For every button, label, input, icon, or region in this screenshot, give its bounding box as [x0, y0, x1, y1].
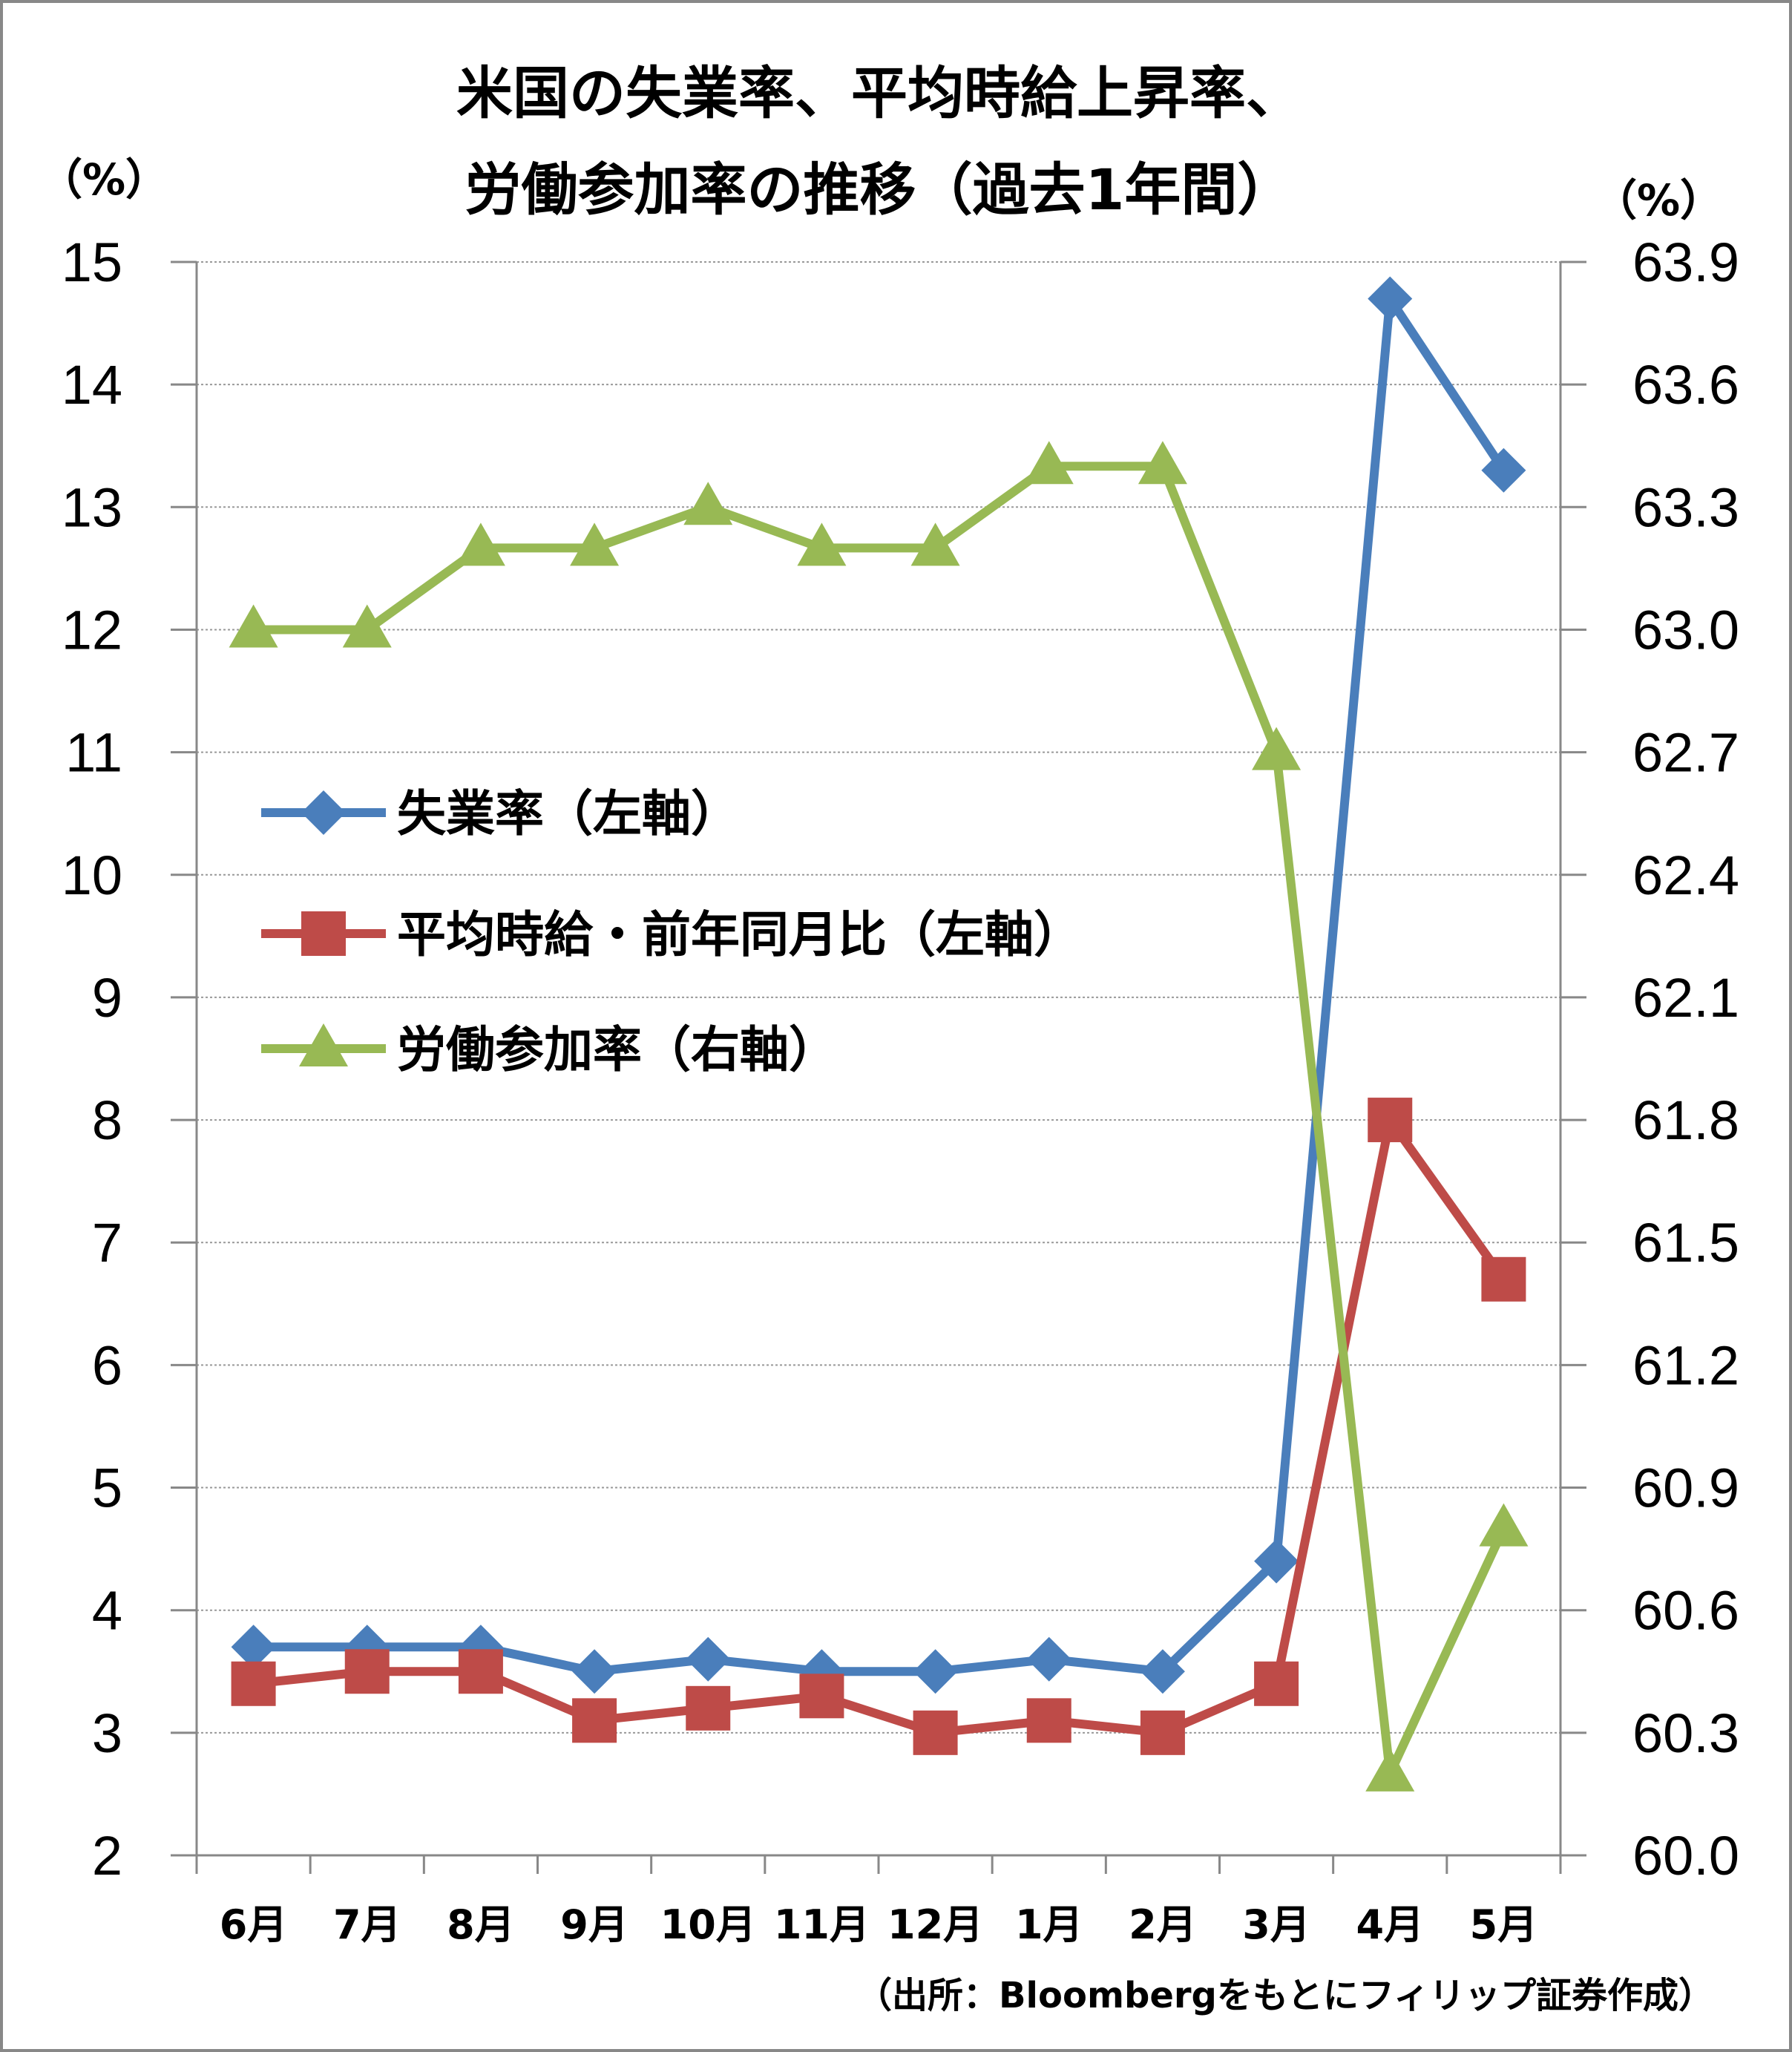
right-axis-tick-label: 62.4 — [1632, 845, 1739, 906]
legend-label-3: 労働参加率（右軸） — [397, 1021, 838, 1078]
x-axis-tick-label: 9月 — [560, 1901, 628, 1948]
right-axis-tick-label: 60.0 — [1632, 1825, 1739, 1887]
right-axis-tick-label: 62.7 — [1632, 722, 1739, 784]
series-3-point — [797, 522, 847, 566]
left-axis-tick-label: 14 — [62, 354, 122, 416]
series-2-point — [458, 1649, 503, 1694]
right-axis-tick-label: 61.2 — [1632, 1334, 1739, 1396]
series-layer — [229, 276, 1529, 1792]
series-2-point — [1481, 1256, 1526, 1302]
right-axis-tick-label: 60.6 — [1632, 1580, 1739, 1642]
x-axis-tick-label: 2月 — [1129, 1901, 1197, 1948]
series-3-point — [910, 522, 960, 566]
series-2-point — [344, 1649, 390, 1694]
series-1-point — [1026, 1636, 1071, 1682]
series-2-point — [1254, 1661, 1299, 1706]
series-2-point — [572, 1698, 617, 1743]
right-axis-unit: （%） — [1594, 175, 1723, 226]
series-1-point — [1254, 1538, 1299, 1584]
x-axis-tick-label: 8月 — [447, 1901, 515, 1948]
x-axis-ticks: 6月 7月 8月 9月 10月 11月 12月 1月 2月 3月 4月 5月 — [220, 1901, 1537, 1948]
series-2-point — [686, 1685, 731, 1731]
left-axis-tick-label: 3 — [92, 1702, 122, 1764]
left-axis-tick-label: 12 — [62, 599, 122, 660]
legend: 失業率（左軸） 平均時給・前年同月比（左軸） 労働参加率（右軸） — [261, 785, 1083, 1078]
series-1-point — [1481, 448, 1526, 493]
x-axis-tick-label: 7月 — [333, 1901, 401, 1948]
legend-marker-3 — [299, 1023, 348, 1066]
chart-title-line-2: 労働参加率の推移（過去1年間） — [465, 157, 1294, 223]
left-axis-tick-label: 15 — [62, 232, 122, 293]
series-1-point — [231, 1625, 276, 1670]
left-axis-tick-label: 2 — [92, 1825, 122, 1887]
left-axis-tick-label: 6 — [92, 1334, 122, 1396]
right-axis-tick-label: 61.5 — [1632, 1212, 1739, 1274]
series-3-point — [683, 482, 733, 525]
legend-marker-1 — [301, 790, 346, 835]
x-axis-tick-label: 10月 — [660, 1901, 756, 1948]
series-3-point — [229, 604, 278, 648]
left-axis-tick-label: 8 — [92, 1089, 122, 1151]
series-1-point — [572, 1649, 617, 1694]
right-axis-tick-label: 62.1 — [1632, 967, 1739, 1029]
right-axis-tick-label: 61.8 — [1632, 1089, 1739, 1151]
series-2-point — [231, 1661, 276, 1706]
left-axis-tick-label: 4 — [92, 1580, 122, 1642]
axes — [171, 260, 1586, 1874]
series-3-point — [1138, 441, 1187, 485]
series-3-point — [342, 604, 392, 648]
x-axis-tick-label: 4月 — [1356, 1901, 1424, 1948]
left-axis-tick-label: 11 — [65, 722, 122, 784]
left-axis-tick-label: 7 — [92, 1212, 122, 1274]
x-axis-tick-label: 6月 — [220, 1901, 288, 1948]
right-axis-ticks: 60.0 60.3 60.6 60.9 61.2 61.5 61.8 62.1 62.4 62.7… — [1632, 232, 1739, 1887]
legend-marker-2 — [301, 911, 346, 956]
series-3-point — [570, 522, 620, 566]
right-axis-tick-label: 63.0 — [1632, 599, 1739, 660]
left-axis-tick-label: 5 — [92, 1458, 122, 1519]
series-3-point — [1479, 1503, 1529, 1547]
x-axis-tick-label: 11月 — [774, 1901, 870, 1948]
right-axis-tick-label: 63.3 — [1632, 476, 1739, 538]
series-1-point — [686, 1636, 731, 1682]
legend-label-1: 失業率（左軸） — [397, 785, 740, 842]
series-2-point — [1140, 1710, 1185, 1755]
legend-label-2: 平均時給・前年同月比（左軸） — [397, 906, 1083, 963]
series-2-point — [913, 1710, 958, 1755]
right-axis-tick-label: 63.9 — [1632, 232, 1739, 293]
right-axis-tick-label: 63.6 — [1632, 354, 1739, 416]
series-1-point — [1140, 1649, 1185, 1694]
series-2-point — [1368, 1098, 1413, 1143]
x-axis-tick-label: 1月 — [1015, 1901, 1083, 1948]
right-axis-tick-label: 60.3 — [1632, 1702, 1739, 1764]
left-axis-tick-label: 10 — [62, 845, 122, 906]
series-2-point — [1026, 1698, 1071, 1743]
right-axis-tick-label: 60.9 — [1632, 1458, 1739, 1519]
series-1-point — [913, 1649, 958, 1694]
series-2-point — [799, 1674, 844, 1719]
source-note: （出所：Bloombergをもとにフィリップ証券作成） — [856, 1975, 1714, 2016]
x-axis-tick-label: 3月 — [1242, 1901, 1310, 1948]
left-axis-tick-label: 9 — [92, 967, 122, 1029]
series-3-point — [456, 522, 505, 566]
series-3-point — [1365, 1748, 1415, 1792]
gridlines — [197, 261, 1560, 1734]
left-axis-unit: （%） — [39, 154, 168, 205]
x-axis-tick-label: 5月 — [1470, 1901, 1538, 1948]
left-axis-ticks: 2 3 4 5 6 7 8 9 10 11 12 13 14 15 — [62, 232, 122, 1887]
x-axis-tick-label: 12月 — [887, 1901, 983, 1948]
chart-title-line-1: 米国の失業率、平均時給上昇率、 — [456, 60, 1302, 126]
series-3-point — [1024, 441, 1074, 485]
left-axis-tick-label: 13 — [62, 476, 122, 538]
series-1-point — [1368, 276, 1413, 321]
series-3-point — [1252, 727, 1302, 770]
